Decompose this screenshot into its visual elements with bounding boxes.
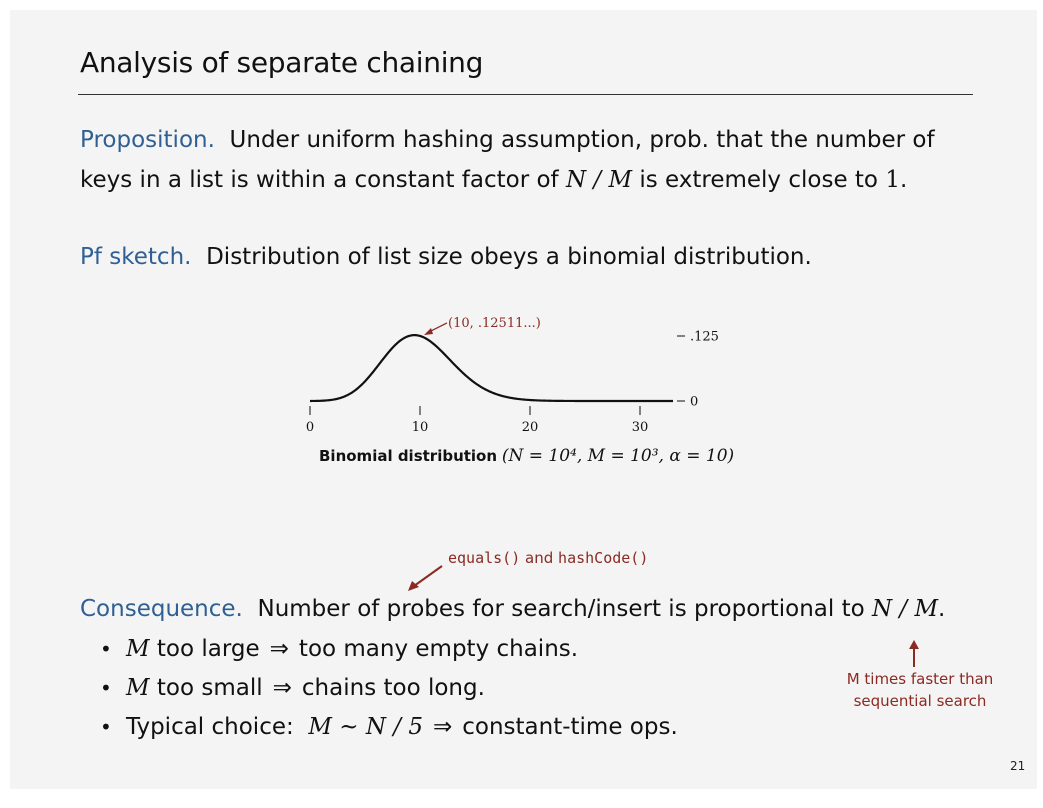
page-number: 21 bbox=[1010, 759, 1026, 773]
chart-caption: Binomial distribution (N = 10⁴, M = 10³,… bbox=[319, 446, 734, 466]
binomial-curve bbox=[309, 334, 673, 403]
consequence-paragraph: Consequence. Number of probes for search… bbox=[80, 589, 945, 629]
bullet-math: M bbox=[126, 675, 150, 701]
peak-annotation: (10, .12511...) bbox=[448, 316, 541, 331]
title-rule bbox=[78, 94, 973, 95]
proposition-line1: Under uniform hashing assumption, prob. … bbox=[229, 127, 935, 153]
bullet-math: M bbox=[126, 636, 150, 662]
consequence-text: Number of probes for search/insert is pr… bbox=[257, 596, 865, 622]
x-axis-ticks: 0 10 20 30 bbox=[306, 406, 648, 435]
side-annotation-line1: M times faster than bbox=[846, 670, 994, 688]
proposition-math: N / M bbox=[565, 167, 633, 193]
bullet-text: too large bbox=[156, 636, 260, 662]
proposition-number: 1 bbox=[885, 167, 900, 193]
list-item: • M too small ⇒ chains too long. bbox=[100, 669, 678, 708]
arrow-head bbox=[408, 581, 419, 591]
proof-label: Pf sketch. bbox=[80, 244, 192, 270]
proposition-line2-pre: keys in a list is within a constant fact… bbox=[80, 167, 559, 193]
bullet-dot: • bbox=[100, 715, 112, 739]
proof-paragraph: Pf sketch. Distribution of list size obe… bbox=[80, 237, 812, 277]
equals-hashcode-annotation: equals() and hashCode() bbox=[448, 549, 648, 567]
proposition-line2-mid: is extremely close to bbox=[639, 167, 878, 193]
list-item: • M too large ⇒ too many empty chains. bbox=[100, 630, 678, 669]
x-tick-label: 30 bbox=[632, 420, 649, 435]
consequence-math: N / M bbox=[872, 596, 939, 622]
arrow-shaft bbox=[413, 565, 443, 587]
implies-symbol: ⇒ bbox=[269, 636, 289, 662]
bullet-dot: • bbox=[100, 637, 112, 661]
proposition-paragraph: Proposition. Under uniform hashing assum… bbox=[80, 120, 935, 200]
chart-caption-math: (N = 10⁴, M = 10³, α = 10) bbox=[501, 446, 735, 466]
chart-caption-bold: Binomial distribution bbox=[319, 447, 498, 465]
bullet-expression: M ~ N / 5 bbox=[308, 714, 423, 740]
consequence-period: . bbox=[938, 596, 946, 622]
y-tick-label: 0 bbox=[690, 395, 698, 410]
x-tick-label: 10 bbox=[412, 420, 429, 435]
peak-arrowhead bbox=[424, 327, 433, 335]
proof-text: Distribution of list size obeys a binomi… bbox=[206, 244, 812, 270]
list-item: • Typical choice: M ~ N / 5 ⇒ constant-t… bbox=[100, 708, 678, 747]
binomial-chart: 0 10 20 30 .125 0 (10, .12511...) bbox=[306, 316, 719, 435]
peak-arrow bbox=[428, 322, 448, 333]
side-annotation: M times faster than sequential search bbox=[842, 668, 998, 712]
arrow-head bbox=[909, 640, 919, 649]
equals-annotation-arrow bbox=[408, 565, 443, 591]
x-tick-label: 20 bbox=[522, 420, 539, 435]
bullet-rest: too many empty chains. bbox=[298, 636, 579, 662]
side-annotation-line2: sequential search bbox=[853, 692, 987, 710]
hashcode-code: hashCode() bbox=[558, 549, 649, 567]
bullet-text: too small bbox=[156, 675, 263, 701]
implies-symbol: ⇒ bbox=[272, 675, 292, 701]
side-annotation-arrow bbox=[909, 640, 919, 667]
proposition-period: . bbox=[899, 167, 908, 193]
bullet-rest: constant-time ops. bbox=[462, 714, 678, 740]
bullet-rest: chains too long. bbox=[301, 675, 485, 701]
implies-symbol: ⇒ bbox=[432, 714, 453, 740]
equals-code: equals() bbox=[448, 549, 521, 567]
y-tick-label: .125 bbox=[690, 330, 719, 345]
x-tick-label: 0 bbox=[306, 420, 314, 435]
proposition-label: Proposition. bbox=[80, 127, 215, 153]
slide-title: Analysis of separate chaining bbox=[80, 46, 484, 79]
bullet-text: Typical choice: bbox=[126, 714, 294, 740]
y-axis-ticks: .125 0 bbox=[677, 330, 719, 410]
and-text: and bbox=[525, 549, 554, 567]
consequence-label: Consequence. bbox=[80, 596, 243, 622]
bullet-list: • M too large ⇒ too many empty chains. •… bbox=[100, 630, 678, 747]
bullet-dot: • bbox=[100, 676, 112, 700]
